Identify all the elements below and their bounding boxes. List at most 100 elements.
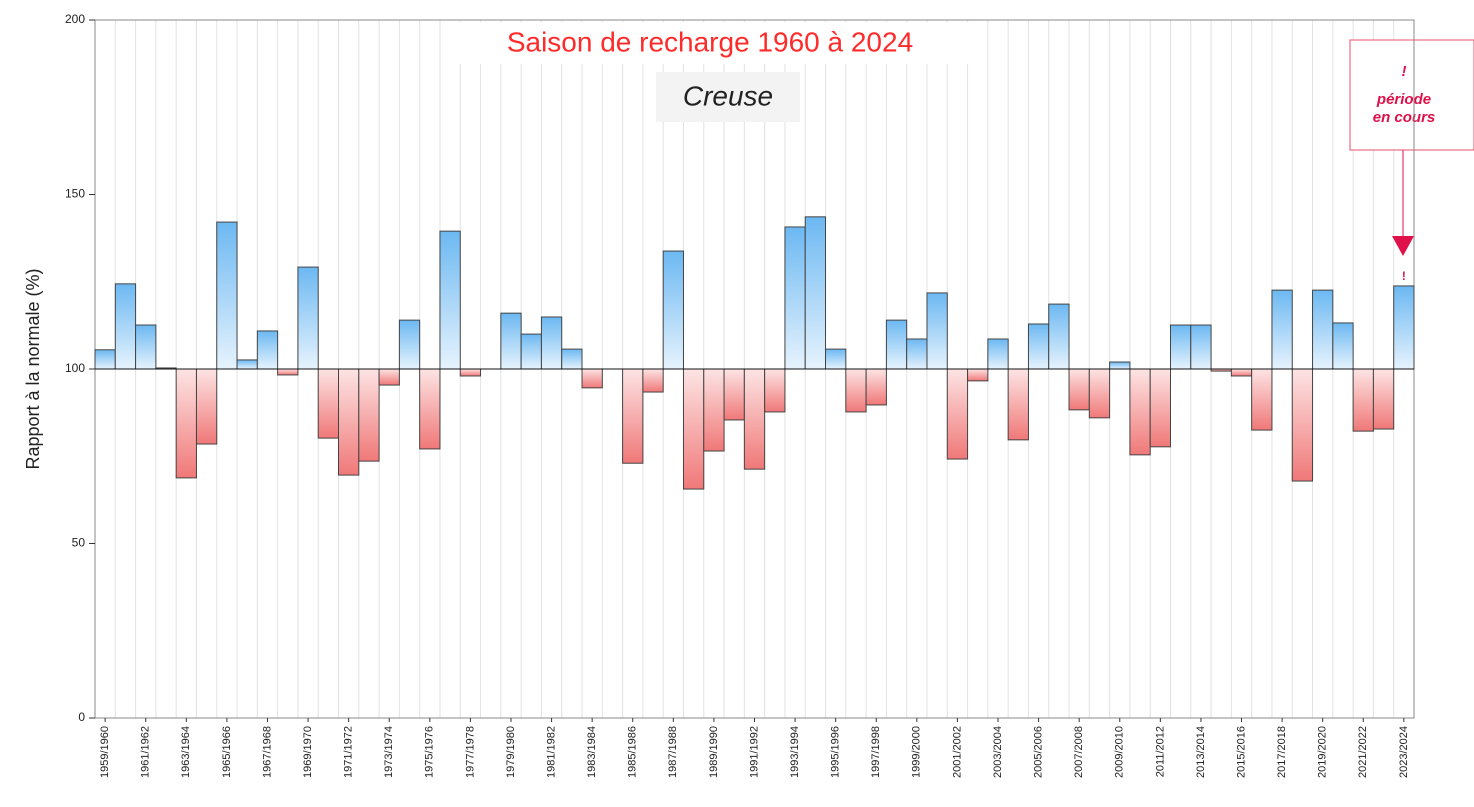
bar bbox=[743, 368, 766, 470]
x-tick-label: 1997/1998 bbox=[870, 726, 882, 778]
bar bbox=[926, 292, 948, 370]
current-marker: ! bbox=[1402, 269, 1406, 283]
x-tick-label: 2001/2002 bbox=[951, 726, 963, 778]
bar bbox=[1129, 368, 1151, 456]
annotation-arrowhead bbox=[1392, 236, 1414, 256]
bar bbox=[1048, 303, 1070, 370]
x-tick-label: 1981/1982 bbox=[545, 726, 557, 778]
bar bbox=[439, 230, 461, 370]
annotation-line: en cours bbox=[1373, 109, 1436, 126]
bar bbox=[1372, 368, 1395, 430]
x-tick-label: 2005/2006 bbox=[1032, 726, 1044, 778]
annotation-line: période bbox=[1376, 91, 1431, 108]
bar bbox=[967, 368, 989, 382]
bar bbox=[1007, 368, 1029, 441]
y-tick-label: 200 bbox=[65, 12, 85, 26]
bar bbox=[682, 368, 705, 490]
x-tick-label: 1995/1996 bbox=[830, 726, 842, 778]
x-tick-label: 2003/2004 bbox=[992, 726, 1004, 778]
bar bbox=[1190, 324, 1212, 370]
bar bbox=[662, 250, 684, 370]
bar bbox=[338, 368, 360, 476]
bar bbox=[520, 333, 542, 370]
bar bbox=[1251, 368, 1273, 431]
bar bbox=[114, 283, 137, 370]
bar bbox=[642, 368, 664, 393]
bar bbox=[1109, 361, 1131, 370]
y-tick-label: 100 bbox=[65, 361, 85, 375]
bar bbox=[784, 226, 806, 370]
bar bbox=[236, 359, 258, 370]
chart-subtitle: Creuse bbox=[683, 80, 773, 111]
bar bbox=[540, 316, 563, 370]
bar bbox=[419, 368, 441, 450]
bar bbox=[1230, 368, 1253, 377]
x-tick-label: 1979/1980 bbox=[505, 726, 517, 778]
x-tick-label: 1977/1978 bbox=[464, 726, 476, 778]
bar bbox=[1169, 324, 1192, 370]
x-tick-label: 1967/1968 bbox=[261, 726, 273, 778]
annotation-line: ! bbox=[1402, 63, 1407, 80]
bar bbox=[500, 312, 522, 370]
bar bbox=[1068, 368, 1090, 411]
x-tick-label: 1983/1984 bbox=[586, 726, 598, 778]
bar bbox=[297, 266, 319, 370]
bar bbox=[622, 368, 644, 464]
x-tick-label: 1989/1990 bbox=[708, 726, 720, 778]
bar bbox=[358, 368, 380, 462]
y-tick-label: 0 bbox=[78, 710, 85, 724]
bar bbox=[906, 338, 928, 370]
x-tick-label: 2021/2022 bbox=[1357, 726, 1369, 778]
subtitle-bg bbox=[656, 72, 800, 122]
x-tick-label: 1975/1976 bbox=[424, 726, 436, 778]
x-tick-label: 1999/2000 bbox=[911, 726, 923, 778]
x-tick-label: 2011/2012 bbox=[1154, 726, 1166, 777]
x-tick-label: 2019/2020 bbox=[1317, 726, 1329, 778]
x-tick-label: 2015/2016 bbox=[1235, 726, 1247, 778]
bar bbox=[1332, 322, 1354, 370]
bar bbox=[378, 368, 400, 386]
bar bbox=[946, 368, 969, 460]
x-tick-label: 2009/2010 bbox=[1114, 726, 1126, 778]
bar bbox=[277, 368, 299, 376]
bar bbox=[1027, 323, 1050, 370]
x-tick-label: 1969/1970 bbox=[302, 726, 314, 778]
x-tick-label: 1961/1962 bbox=[140, 726, 152, 778]
x-tick-label: 2023/2024 bbox=[1398, 726, 1410, 778]
bar bbox=[561, 348, 583, 370]
x-tick-label: 1991/1992 bbox=[748, 726, 760, 778]
bar bbox=[804, 216, 827, 370]
bar bbox=[175, 368, 197, 479]
x-tick-label: 2007/2008 bbox=[1073, 726, 1085, 778]
y-tick-label: 50 bbox=[72, 536, 86, 550]
chart-title: Saison de recharge 1960 à 2024 bbox=[507, 26, 913, 57]
bar bbox=[581, 368, 603, 389]
bar bbox=[459, 368, 482, 377]
x-tick-label: 1985/1986 bbox=[627, 726, 639, 778]
x-tick-label: 1963/1964 bbox=[180, 726, 192, 778]
bar bbox=[1088, 368, 1111, 419]
x-tick-label: 1993/1994 bbox=[789, 726, 801, 778]
bar bbox=[1271, 289, 1293, 370]
title-bg bbox=[445, 22, 975, 64]
y-axis-label: Rapport à la normale (%) bbox=[23, 268, 43, 469]
bar bbox=[216, 221, 238, 370]
bar bbox=[987, 338, 1009, 370]
bar bbox=[723, 368, 745, 421]
bar bbox=[1393, 285, 1415, 370]
bar bbox=[1352, 368, 1374, 432]
bar bbox=[703, 368, 725, 452]
bar bbox=[764, 368, 786, 413]
x-tick-label: 2017/2018 bbox=[1276, 726, 1288, 778]
bar bbox=[825, 348, 847, 370]
x-tick-label: 1959/1960 bbox=[99, 726, 111, 778]
bar bbox=[195, 368, 218, 445]
x-tick-label: 2013/2014 bbox=[1195, 726, 1207, 778]
annotation-box bbox=[1349, 39, 1474, 151]
x-tick-label: 1973/1974 bbox=[383, 726, 395, 778]
bar bbox=[398, 319, 421, 370]
bar bbox=[317, 368, 340, 439]
bar bbox=[1149, 368, 1171, 448]
bar bbox=[94, 349, 116, 370]
x-tick-label: 1965/1966 bbox=[221, 726, 233, 778]
